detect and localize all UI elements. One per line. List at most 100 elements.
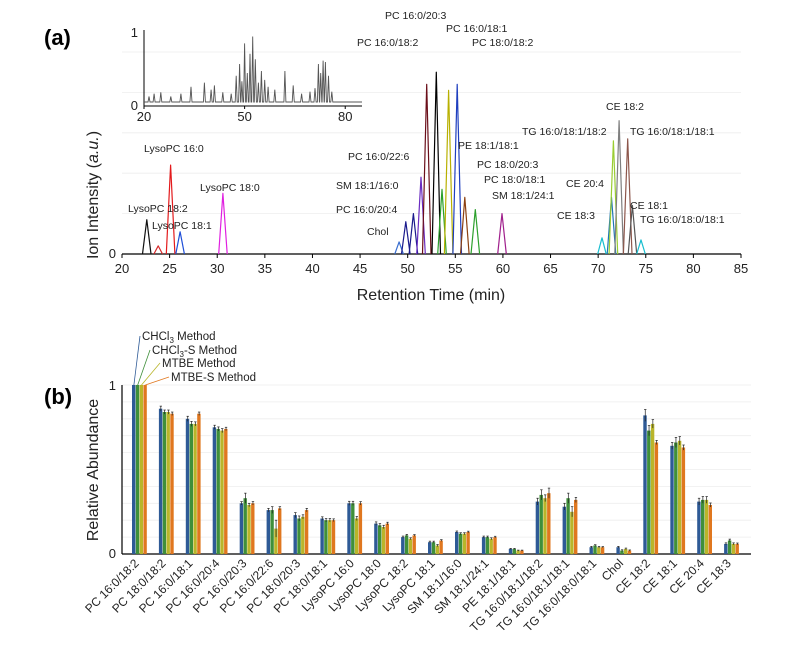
b-legend-main-chcl3-method: CHCl bbox=[142, 331, 169, 343]
a-trace-lysopc-18-2-minor bbox=[153, 245, 164, 255]
b-bar-pc-18-0-18-1-mtbe-s-method bbox=[331, 520, 336, 554]
a-trace-lysopc-18-2 bbox=[141, 219, 152, 255]
a-annotation-pe-18-1-18-1: PE 18:1/18:1 bbox=[458, 140, 519, 152]
b-bar-tg-16-0-18-1-18-1-mtbe-s-method bbox=[574, 499, 578, 554]
a-annotation-sm-18-1-16-0: SM 18:1/16:0 bbox=[336, 180, 399, 192]
b-bar-tg-16-0-18-0-18-1-mtbe-s-method bbox=[600, 547, 605, 554]
a-x-tick-label-55: 55 bbox=[448, 261, 462, 276]
b-bar-lysopc-18-1-mtbe-method bbox=[435, 545, 439, 554]
a-trace-pc-18-0-20-3 bbox=[459, 196, 470, 255]
b-legend-main-mtbe-method: MTBE Method bbox=[162, 358, 236, 370]
b-bar-lysopc-18-1-mtbe-s-method bbox=[439, 540, 443, 554]
b-legend-tail-chcl3-method: Method bbox=[174, 331, 216, 343]
a-trace-lysopc-16-0 bbox=[165, 164, 176, 255]
panel-a-annotations: PC 16:0/20:3PC 16:0/18:1 PC 16:0/18:2 PC 1… bbox=[128, 10, 725, 238]
a-annotation-lysopc-18-1: LysoPC 18:1 bbox=[152, 220, 212, 232]
panel-a-y-title-unit: a.u. bbox=[85, 136, 102, 163]
b-bar-ce-20-4-mtbe-method bbox=[704, 499, 709, 554]
panel-a-traces bbox=[141, 71, 646, 255]
a-trace-pc-16-0-22-6 bbox=[416, 176, 426, 255]
b-legend-label-chcl3-s-method: CHCl3-S Method bbox=[152, 345, 237, 359]
a-annotation-pc-16-0-20-3: PC 16:0/20:3 bbox=[385, 10, 446, 22]
b-bar-pc-18-0-20-3-mtbe-method bbox=[301, 516, 305, 554]
b-bar-pc-16-0-20-3-chcl3-method bbox=[239, 503, 244, 554]
b-bar-sm-18-1-24-1-mtbe-method bbox=[489, 538, 493, 554]
b-legend-leader-chcl3-s-method bbox=[137, 349, 151, 386]
b-bar-lysopc-18-0-mtbe-s-method bbox=[385, 523, 389, 554]
b-bar-ce-20-4-mtbe-s-method bbox=[708, 505, 712, 554]
b-bar-lysopc-18-2-mtbe-method bbox=[408, 538, 413, 554]
a-trace-lysopc-18-0 bbox=[218, 192, 228, 255]
b-bar-ce-18-2-mtbe-s-method bbox=[654, 442, 659, 554]
a-x-tick-label-30: 30 bbox=[210, 261, 224, 276]
b-bar-tg-16-0-18-1-18-2-chcl3-method bbox=[535, 501, 540, 554]
b-legend-sub-chcl3-s-method: 3 bbox=[179, 350, 184, 359]
a-annotation-lysopc-18-2: LysoPC 18:2 bbox=[128, 203, 188, 215]
b-bar-pc-16-0-18-2-chcl3-method bbox=[132, 385, 136, 554]
a-annotation-lysopc-16-0: LysoPC 16:0 bbox=[144, 143, 204, 155]
b-bar-ce-18-3-mtbe-method bbox=[731, 543, 736, 554]
b-bar-pc-18-0-18-2-chcl3-s-method bbox=[162, 412, 167, 554]
b-bar-sm-18-1-16-0-chcl3-s-method bbox=[458, 533, 463, 554]
b-bar-pc-18-0-20-3-chcl3-s-method bbox=[297, 518, 301, 554]
b-bar-tg-16-0-18-0-18-1-chcl3-s-method bbox=[593, 545, 597, 554]
b-bar-ce-18-2-mtbe-method bbox=[650, 423, 655, 554]
panel-b-bar-chart: (b) 1 0 Relative Abundance PC 16:0/18:2P… bbox=[44, 331, 751, 635]
a-x-tick-label-75: 75 bbox=[639, 261, 653, 276]
a-annotation-pc-16-0-20-4: PC 16:0/20:4 bbox=[336, 204, 397, 216]
a-x-tick-label-45: 45 bbox=[353, 261, 367, 276]
a-annotation-ce-18-3: CE 18:3 bbox=[557, 210, 595, 222]
b-bar-pc-16-0-18-1-mtbe-s-method bbox=[197, 413, 201, 554]
panel-a-inset: 1 0 20 50 80 bbox=[131, 25, 362, 124]
b-bar-ce-18-1-mtbe-method bbox=[677, 440, 682, 554]
b-bar-pc-16-0-22-6-chcl3-method bbox=[266, 510, 270, 554]
a-annotation-tg-16-0-18-1-18-2: TG 16:0/18:1/18:2 bbox=[522, 126, 607, 138]
b-bar-pc-18-0-20-3-mtbe-s-method bbox=[304, 510, 309, 554]
a-x-tick-label-65: 65 bbox=[543, 261, 557, 276]
a-annotation-sm-18-1-24-1: SM 18:1/24:1 bbox=[492, 190, 555, 202]
b-bar-pe-18-1-18-1-mtbe-method bbox=[516, 550, 520, 554]
a-trace-tg-16-0-18-0-18-1 bbox=[636, 239, 646, 255]
b-bar-tg-16-0-18-1-18-2-mtbe-method bbox=[543, 498, 547, 554]
b-legend-main-chcl3-s-method: CHCl bbox=[152, 345, 179, 357]
b-bar-pe-18-1-18-1-chcl3-s-method bbox=[512, 548, 516, 554]
b-bar-tg-16-0-18-1-18-1-mtbe-method bbox=[570, 511, 574, 555]
inset-y-tick-zero: 0 bbox=[131, 98, 138, 113]
a-trace-pc-16-0-20-4 bbox=[400, 221, 411, 255]
b-legend-label-mtbe-s-method: MTBE-S Method bbox=[171, 372, 256, 384]
b-bar-pc-16-0-20-3-mtbe-method bbox=[247, 505, 251, 554]
b-bar-pc-18-0-18-2-mtbe-method bbox=[166, 412, 170, 554]
b-bar-sm-18-1-16-0-mtbe-method bbox=[462, 533, 466, 554]
b-bar-lysopc-18-0-mtbe-method bbox=[381, 527, 386, 554]
b-bar-lysopc-18-2-mtbe-s-method bbox=[412, 535, 416, 554]
inset-x-tick-label-50: 50 bbox=[237, 109, 251, 124]
a-trace-pc-18-0-18-1 bbox=[470, 209, 481, 255]
a-trace-pc-16-0-18-1 bbox=[443, 89, 454, 255]
panel-a-y-title-close: ) bbox=[85, 131, 102, 136]
b-legend-main-mtbe-s-method: MTBE-S Method bbox=[171, 372, 256, 384]
inset-y-tick-one: 1 bbox=[131, 25, 138, 40]
b-bar-ce-18-1-chcl3-s-method bbox=[674, 442, 678, 554]
b-bar-ce-18-2-chcl3-s-method bbox=[647, 430, 651, 554]
b-bar-chol-chcl3-s-method bbox=[620, 550, 624, 554]
b-bar-lysopc-18-2-chcl3-s-method bbox=[404, 535, 409, 554]
b-bar-pc-16-0-20-4-mtbe-method bbox=[220, 430, 224, 554]
b-bar-sm-18-1-16-0-chcl3-method bbox=[455, 532, 459, 554]
b-bar-pc-18-0-18-2-mtbe-s-method bbox=[170, 413, 174, 554]
b-bar-lysopc-18-1-chcl3-method bbox=[428, 542, 432, 554]
b-bar-pc-16-0-20-4-mtbe-s-method bbox=[224, 428, 228, 554]
a-annotation-lysopc-18-0: LysoPC 18:0 bbox=[200, 182, 260, 194]
b-bar-ce-18-2-chcl3-method bbox=[643, 415, 647, 554]
b-bar-pc-18-0-18-1-mtbe-method bbox=[328, 520, 332, 554]
a-trace-tg-16-0-18-1-18-1 bbox=[622, 138, 633, 255]
b-bar-tg-16-0-18-1-18-1-chcl3-s-method bbox=[566, 498, 570, 554]
panel-b-label: (b) bbox=[44, 384, 72, 409]
panel-b-y-tick-one: 1 bbox=[109, 378, 116, 393]
b-bar-ce-20-4-chcl3-s-method bbox=[701, 499, 705, 554]
a-trace-pc-16-0-20-3 bbox=[431, 71, 442, 255]
b-bar-pc-16-0-20-3-mtbe-s-method bbox=[251, 503, 255, 554]
b-bar-ce-18-3-mtbe-s-method bbox=[735, 543, 739, 554]
b-bar-tg-16-0-18-1-18-2-mtbe-s-method bbox=[547, 493, 551, 554]
b-bar-sm-18-1-24-1-chcl3-method bbox=[481, 537, 486, 554]
